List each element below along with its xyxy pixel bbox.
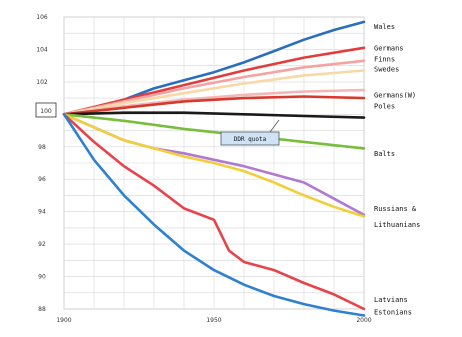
series-label: Finns: [374, 56, 395, 64]
y-tick-label: 104: [36, 46, 48, 53]
y-tick-label: 96: [38, 176, 46, 183]
series-label: Russians &: [374, 205, 417, 213]
baseline-label: 100: [40, 108, 52, 115]
y-tick-label: 90: [38, 274, 46, 281]
series-label: Lithuanians: [374, 221, 420, 229]
annotation: DDR quota: [220, 119, 280, 146]
y-tick-label: 94: [38, 209, 46, 216]
series-lines: [62, 20, 366, 317]
series-label: Estonians: [374, 309, 412, 317]
series-line: [62, 111, 366, 119]
x-tick-label: 1900: [56, 317, 71, 324]
baseline-label-box: 100: [35, 102, 57, 118]
grid-lines: [63, 16, 365, 310]
series-label: Germans(W): [374, 91, 416, 99]
series-label: Swedes: [374, 65, 399, 73]
x-axis: 1900 1950 2000: [56, 317, 371, 324]
annotation-text: DDR quota: [234, 136, 267, 143]
y-tick-label: 88: [38, 306, 46, 313]
series-line: [62, 59, 366, 116]
series-line: [62, 113, 366, 311]
series-line: [62, 113, 366, 218]
series-line: [62, 69, 366, 116]
series-line: [62, 113, 366, 317]
x-tick-label: 1950: [206, 317, 221, 324]
series-label: Wales: [374, 23, 395, 31]
series-line: [62, 95, 366, 116]
y-tick-label: 102: [36, 79, 48, 86]
y-tick-label: 106: [36, 14, 48, 21]
y-axis: 88 90 92 94 96 98 102 104 106: [36, 14, 48, 313]
series-line: [62, 88, 366, 116]
series-label: Latvians: [374, 296, 408, 304]
series-label: Poles: [374, 103, 395, 111]
series-line: [62, 113, 366, 150]
series-label: Balts: [374, 150, 395, 158]
x-tick-label: 2000: [356, 317, 371, 324]
series-line: [62, 46, 366, 116]
y-tick-label: 98: [38, 144, 46, 151]
y-tick-label: 92: [38, 241, 46, 248]
series-label: Germans: [374, 44, 404, 52]
